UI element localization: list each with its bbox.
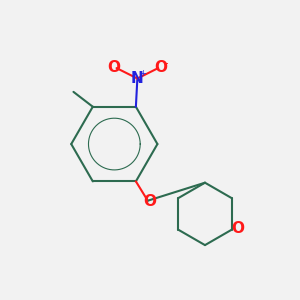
Text: N: N [131,71,144,86]
Text: +: + [139,69,146,78]
Text: O: O [154,60,167,75]
Text: O: O [231,221,244,236]
Text: -: - [164,57,168,70]
Text: O: O [108,60,121,75]
Text: O: O [143,194,156,209]
